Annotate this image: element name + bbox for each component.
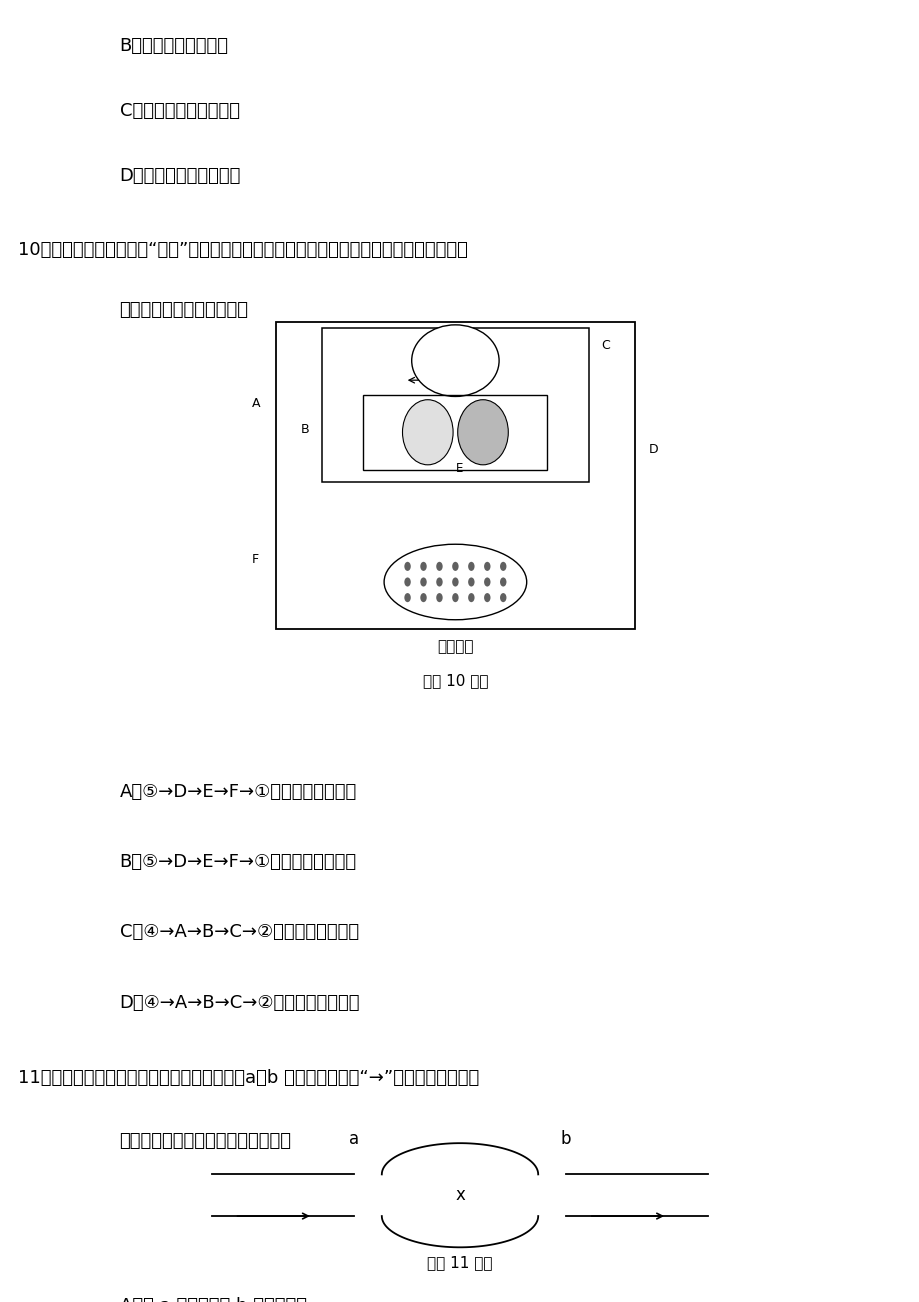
Text: A．若 a 为动脉，则 b 一定是静脉: A．若 a 为动脉，则 b 一定是静脉 (119, 1297, 306, 1302)
Text: D．④→A→B→C→②动脉血变为静脉血: D．④→A→B→C→②动脉血变为静脉血 (119, 993, 359, 1012)
Circle shape (404, 561, 411, 570)
Circle shape (500, 561, 506, 570)
Circle shape (420, 592, 426, 602)
Circle shape (436, 577, 442, 586)
Circle shape (451, 592, 459, 602)
Text: ③: ③ (422, 444, 433, 457)
Circle shape (500, 577, 506, 586)
Text: B: B (301, 423, 310, 436)
Text: （第 11 题）: （第 11 题） (426, 1255, 493, 1271)
Circle shape (468, 561, 474, 570)
Text: A: A (251, 397, 260, 410)
Text: （第 10 题）: （第 10 题） (422, 673, 488, 689)
Bar (322, 328, 588, 482)
Text: ①: ① (422, 410, 433, 423)
Circle shape (451, 561, 459, 570)
Text: E: E (456, 462, 463, 475)
Text: F: F (252, 553, 259, 566)
Circle shape (404, 577, 411, 586)
Text: 11．如图为人体内血液流经某部位的示意图，a、b 表示相关血管，“→”表示血流方向。根: 11．如图为人体内血液流经某部位的示意图，a、b 表示相关血管，“→”表示血流方… (18, 1069, 479, 1087)
Circle shape (500, 592, 506, 602)
Text: D: D (648, 443, 657, 456)
Text: a: a (348, 1130, 359, 1148)
Circle shape (404, 592, 411, 602)
Text: C: C (600, 339, 609, 352)
Text: 肺泡: 肺泡 (447, 354, 463, 367)
Text: 据图示，以下推断合理的是（　　）: 据图示，以下推断合理的是（ ） (119, 1131, 291, 1150)
Circle shape (483, 561, 490, 570)
Ellipse shape (402, 400, 452, 465)
Text: 和血液变化分别是（　　）: 和血液变化分别是（ ） (119, 301, 248, 319)
Text: ④: ④ (477, 444, 488, 457)
Bar (363, 395, 547, 470)
Circle shape (451, 577, 459, 586)
Circle shape (483, 577, 490, 586)
Circle shape (468, 592, 474, 602)
Circle shape (436, 592, 442, 602)
Circle shape (420, 561, 426, 570)
Text: A．⑤→D→E→F→①静脉血变为动脉血: A．⑤→D→E→F→①静脉血变为动脉血 (119, 783, 357, 801)
Text: ②: ② (477, 410, 488, 423)
Text: B．⑤→D→E→F→①动脉血变为静脉血: B．⑤→D→E→F→①动脉血变为静脉血 (119, 853, 357, 871)
Circle shape (468, 577, 474, 586)
Circle shape (436, 561, 442, 570)
Text: 组织细胞: 组织细胞 (437, 639, 473, 655)
Text: D．葡萄糖：原尿＞尿液: D．葡萄糖：原尿＞尿液 (119, 167, 241, 185)
Ellipse shape (384, 544, 526, 620)
Text: B．尿素：原尿＜尿液: B．尿素：原尿＜尿液 (119, 36, 228, 55)
Text: b: b (560, 1130, 571, 1148)
Bar (276, 322, 634, 629)
Text: x: x (455, 1186, 464, 1204)
Text: C．④→A→B→C→②静脉血变为动脉血: C．④→A→B→C→②静脉血变为动脉血 (119, 923, 358, 941)
Circle shape (420, 577, 426, 586)
Text: 10．如图，一滴血打算去“旅行”，它从右心室出发，最后回到了左心房。这滴血的旅行路线: 10．如图，一滴血打算去“旅行”，它从右心室出发，最后回到了左心房。这滴血的旅行… (18, 241, 468, 259)
Ellipse shape (412, 326, 498, 396)
Text: C．无机盐：血浆＝原尿: C．无机盐：血浆＝原尿 (119, 102, 239, 120)
Ellipse shape (458, 400, 508, 465)
Circle shape (483, 592, 490, 602)
